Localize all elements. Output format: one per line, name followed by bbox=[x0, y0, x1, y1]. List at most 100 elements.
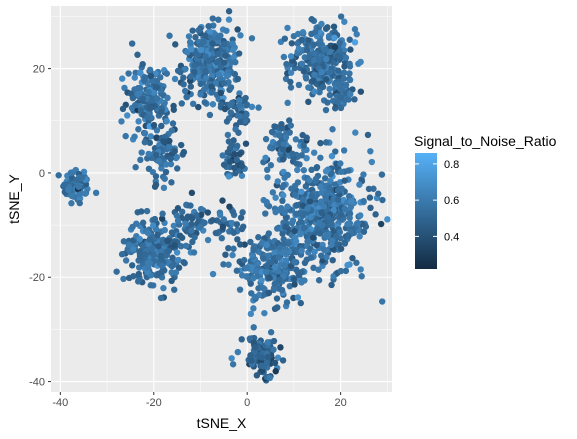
data-point bbox=[323, 231, 330, 239]
data-point bbox=[258, 268, 265, 276]
data-point bbox=[135, 270, 142, 278]
legend-label: 0.4 bbox=[444, 231, 459, 243]
data-point bbox=[68, 192, 76, 200]
data-point bbox=[262, 210, 269, 217]
data-point bbox=[313, 163, 321, 171]
data-point bbox=[122, 132, 129, 140]
data-point bbox=[289, 217, 297, 224]
data-point bbox=[167, 160, 175, 168]
data-point bbox=[329, 256, 336, 264]
data-point bbox=[310, 76, 317, 84]
data-point bbox=[129, 94, 137, 102]
data-point bbox=[238, 225, 246, 233]
data-point bbox=[322, 139, 330, 146]
data-point bbox=[275, 254, 282, 261]
data-point bbox=[173, 249, 181, 256]
data-point bbox=[246, 335, 254, 342]
data-point bbox=[139, 219, 147, 226]
data-point bbox=[298, 152, 305, 159]
data-point bbox=[141, 130, 149, 137]
data-point bbox=[247, 352, 254, 359]
data-point bbox=[227, 109, 235, 116]
data-point bbox=[235, 50, 243, 57]
data-point bbox=[188, 215, 196, 222]
data-point bbox=[214, 58, 222, 65]
data-point bbox=[161, 175, 168, 182]
data-point bbox=[334, 80, 341, 88]
data-point bbox=[345, 167, 352, 174]
data-point bbox=[132, 164, 139, 171]
data-point bbox=[317, 198, 325, 205]
data-point bbox=[155, 243, 162, 250]
data-point bbox=[158, 109, 165, 116]
data-point bbox=[265, 230, 273, 237]
data-point bbox=[292, 238, 300, 245]
data-point bbox=[143, 207, 151, 215]
data-point bbox=[276, 132, 283, 139]
data-point bbox=[248, 103, 256, 111]
x-tick-label: -40 bbox=[52, 397, 68, 409]
data-point bbox=[273, 225, 281, 232]
data-point bbox=[201, 32, 209, 39]
data-point bbox=[222, 52, 229, 59]
data-point bbox=[197, 80, 204, 88]
data-point bbox=[258, 354, 265, 361]
data-point bbox=[158, 215, 166, 222]
data-point bbox=[294, 179, 302, 186]
data-point bbox=[347, 91, 354, 98]
data-point bbox=[337, 13, 345, 20]
data-point bbox=[138, 149, 145, 156]
data-point bbox=[247, 310, 255, 318]
data-point bbox=[279, 197, 286, 205]
data-point bbox=[291, 281, 298, 288]
data-point bbox=[286, 117, 293, 124]
data-point bbox=[197, 46, 205, 54]
data-point bbox=[234, 75, 242, 83]
data-point bbox=[168, 262, 176, 270]
data-point bbox=[346, 76, 354, 84]
data-point bbox=[328, 152, 336, 160]
data-point bbox=[209, 217, 216, 224]
data-point bbox=[318, 20, 325, 28]
data-point bbox=[220, 261, 227, 268]
data-point bbox=[357, 212, 364, 219]
data-point bbox=[236, 118, 244, 125]
data-point bbox=[311, 71, 318, 78]
data-point bbox=[291, 227, 298, 235]
data-point bbox=[73, 176, 80, 184]
data-point bbox=[173, 212, 181, 219]
data-point bbox=[137, 106, 145, 114]
data-point bbox=[370, 185, 377, 192]
data-point bbox=[237, 214, 245, 221]
data-point bbox=[253, 372, 261, 379]
data-point bbox=[157, 74, 164, 81]
data-point bbox=[264, 166, 271, 174]
data-point bbox=[266, 274, 273, 282]
data-point bbox=[287, 78, 294, 86]
data-point bbox=[165, 247, 173, 255]
data-point bbox=[243, 111, 250, 119]
data-point bbox=[151, 183, 159, 190]
data-point bbox=[124, 112, 131, 119]
data-point bbox=[279, 357, 287, 364]
data-point bbox=[150, 121, 158, 129]
data-point bbox=[215, 71, 222, 78]
data-point bbox=[92, 189, 100, 197]
data-point bbox=[180, 74, 187, 81]
data-point bbox=[251, 344, 259, 351]
data-point bbox=[306, 198, 314, 205]
data-point bbox=[312, 28, 319, 36]
data-point bbox=[191, 234, 198, 241]
data-point bbox=[255, 248, 263, 255]
data-point bbox=[297, 299, 304, 307]
legend-colorbar bbox=[415, 153, 437, 269]
data-point bbox=[247, 280, 254, 287]
data-point bbox=[168, 269, 175, 276]
data-point bbox=[295, 81, 303, 89]
data-point bbox=[283, 299, 291, 306]
data-point bbox=[297, 210, 304, 217]
data-point bbox=[125, 70, 132, 77]
data-point bbox=[331, 201, 338, 209]
data-point bbox=[188, 227, 195, 234]
data-point bbox=[305, 84, 312, 91]
